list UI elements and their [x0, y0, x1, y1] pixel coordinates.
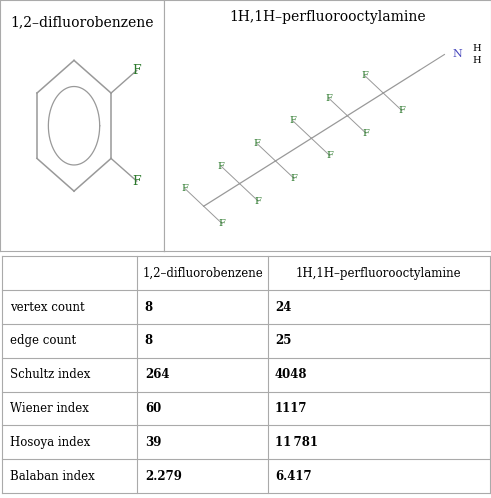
Text: F: F	[253, 139, 260, 148]
Text: Balaban index: Balaban index	[10, 470, 95, 483]
Text: 11 781: 11 781	[275, 436, 318, 449]
Text: Wiener index: Wiener index	[10, 402, 89, 415]
Text: F: F	[255, 197, 262, 206]
Text: 1117: 1117	[275, 402, 307, 415]
Text: 1H,1H–perfluorooctylamine: 1H,1H–perfluorooctylamine	[229, 10, 426, 24]
Text: F: F	[182, 184, 189, 193]
Text: 8: 8	[145, 335, 153, 348]
Text: 60: 60	[145, 402, 161, 415]
Text: F: F	[362, 128, 369, 138]
Text: F: F	[325, 94, 332, 103]
Text: F: F	[133, 175, 141, 188]
Text: F: F	[291, 174, 298, 183]
Text: 6.417: 6.417	[275, 470, 312, 483]
Text: Schultz index: Schultz index	[10, 368, 90, 381]
Text: Hosoya index: Hosoya index	[10, 436, 90, 449]
Text: F: F	[398, 106, 405, 115]
Text: 8: 8	[145, 301, 153, 314]
Text: 4048: 4048	[275, 368, 307, 381]
Text: 24: 24	[275, 301, 291, 314]
Text: 264: 264	[145, 368, 169, 381]
Text: 1,2–difluorobenzene: 1,2–difluorobenzene	[142, 267, 263, 280]
Text: F: F	[218, 161, 224, 171]
Text: N: N	[453, 49, 463, 59]
Text: 2.279: 2.279	[145, 470, 182, 483]
Text: F: F	[133, 64, 141, 77]
Text: 1H,1H–perfluorooctylamine: 1H,1H–perfluorooctylamine	[296, 267, 462, 280]
Text: F: F	[327, 151, 333, 160]
Text: H: H	[472, 56, 481, 65]
Text: F: F	[289, 117, 296, 125]
Text: edge count: edge count	[10, 335, 76, 348]
Text: 1,2–difluorobenzene: 1,2–difluorobenzene	[10, 15, 154, 29]
Text: 39: 39	[145, 436, 161, 449]
Text: F: F	[219, 219, 226, 228]
Text: 25: 25	[275, 335, 291, 348]
Text: vertex count: vertex count	[10, 301, 84, 314]
Text: H: H	[472, 44, 481, 53]
Text: F: F	[361, 71, 368, 80]
